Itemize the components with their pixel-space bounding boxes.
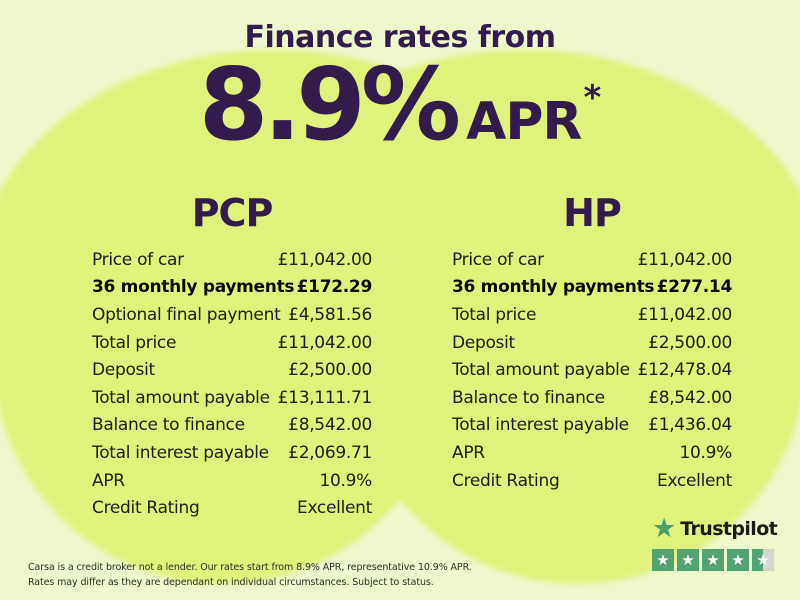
row-value: £4,581.56 [288, 304, 372, 325]
background-blob-bottom-right [349, 126, 800, 584]
row-value: £11,042.00 [637, 304, 733, 325]
rating-star-box: ★ [727, 549, 749, 571]
row-value: £8,542.00 [288, 415, 372, 436]
disclaimer-line-2: Rates may differ as they are dependant o… [28, 577, 434, 588]
row-value: £1,436.04 [648, 415, 732, 436]
row-value: 10.9% [319, 470, 372, 491]
row-value: £12,478.04 [637, 360, 733, 381]
row-label: Total interest payable [92, 442, 269, 463]
table-row: APR 10.9% [92, 467, 372, 495]
disclaimer-text: Carsa is a credit broker not a lender. O… [28, 560, 628, 590]
table-row: Total amount payable £12,478.04 [452, 356, 732, 384]
trustpilot-badge: ★ Trustpilot ★ ★ ★ ★ ★ [652, 513, 778, 571]
row-label: Total amount payable [92, 387, 270, 408]
table-row: Total interest payable £1,436.04 [452, 412, 732, 440]
row-value: £11,042.00 [637, 249, 733, 270]
headline-rate-value: 8.9% [198, 46, 461, 163]
rating-star-box: ★ [677, 549, 699, 571]
trustpilot-logo: ★ Trustpilot [652, 513, 778, 544]
row-label: Total price [92, 332, 177, 353]
trustpilot-star-icon: ★ [652, 513, 677, 544]
row-label: Total interest payable [452, 415, 629, 436]
row-value: Excellent [657, 470, 732, 491]
rating-star-box: ★ [752, 549, 774, 571]
table-row: Balance to finance £8,542.00 [92, 412, 372, 440]
row-value: £2,500.00 [648, 332, 732, 353]
hp-finance-table: Price of car £11,042.00 36 monthly payment… [452, 246, 732, 494]
row-label: Price of car [452, 249, 544, 270]
table-row: Total amount payable £13,111.71 [92, 384, 372, 412]
headline-asterisk: * [583, 78, 602, 118]
row-value: £277.14 [656, 277, 733, 298]
row-label: Total amount payable [452, 360, 630, 381]
table-row: Balance to finance £8,542.00 [452, 384, 732, 412]
row-label: Total price [452, 304, 537, 325]
row-label: Optional final payment [92, 304, 281, 325]
table-row: Total price £11,042.00 [92, 329, 372, 357]
row-value: 10.9% [679, 442, 732, 463]
table-row: Optional final payment £4,581.56 [92, 301, 372, 329]
table-row: 36 monthly payments £172.29 [92, 274, 372, 302]
row-value: £11,042.00 [277, 249, 373, 270]
table-row: 36 monthly payments £277.14 [452, 274, 732, 302]
headline-apr-label: APR [466, 92, 582, 152]
trustpilot-star-rating: ★ ★ ★ ★ ★ [652, 549, 777, 571]
table-row: Total interest payable £2,069.71 [92, 439, 372, 467]
row-value: £2,069.71 [288, 442, 372, 463]
row-label: Balance to finance [92, 415, 245, 436]
hp-column: HP Price of car £11,042.00 36 monthly paym… [452, 188, 732, 494]
pcp-header: PCP [191, 191, 274, 235]
pcp-column: PCP Price of car £11,042.00 36 monthly pay… [92, 188, 372, 522]
table-row: Total price £11,042.00 [452, 301, 732, 329]
table-row: Credit Rating Excellent [452, 467, 732, 495]
table-row: Price of car £11,042.00 [452, 246, 732, 274]
row-label: Credit Rating [92, 498, 200, 519]
row-label: Balance to finance [452, 387, 605, 408]
row-value: £2,500.00 [288, 360, 372, 381]
table-row: Deposit £2,500.00 [452, 329, 732, 357]
row-value: £8,542.00 [648, 387, 732, 408]
hp-header: HP [563, 191, 622, 235]
rating-star-box: ★ [702, 549, 724, 571]
table-row: Deposit £2,500.00 [92, 356, 372, 384]
row-label: 36 monthly payments [92, 277, 295, 298]
row-value: £172.29 [296, 277, 373, 298]
row-label: Deposit [452, 332, 515, 353]
disclaimer-line-1: Carsa is a credit broker not a lender. O… [28, 562, 472, 573]
rating-star-box: ★ [652, 549, 674, 571]
page-title: Finance rates from [244, 20, 556, 55]
row-label: APR [452, 442, 485, 463]
row-label: APR [92, 470, 125, 491]
row-value: £13,111.71 [277, 387, 373, 408]
row-label: 36 monthly payments [452, 277, 655, 298]
pcp-finance-table: Price of car £11,042.00 36 monthly payment… [92, 246, 372, 522]
row-label: Deposit [92, 360, 155, 381]
table-row: Credit Rating Excellent [92, 494, 372, 522]
table-row: APR 10.9% [452, 439, 732, 467]
trustpilot-brand-name: Trustpilot [680, 518, 778, 540]
row-value: £11,042.00 [277, 332, 373, 353]
row-value: Excellent [297, 498, 372, 519]
row-label: Credit Rating [452, 470, 560, 491]
row-label: Price of car [92, 249, 184, 270]
table-row: Price of car £11,042.00 [92, 246, 372, 274]
headline-rate: 8.9% APR * [0, 52, 800, 157]
